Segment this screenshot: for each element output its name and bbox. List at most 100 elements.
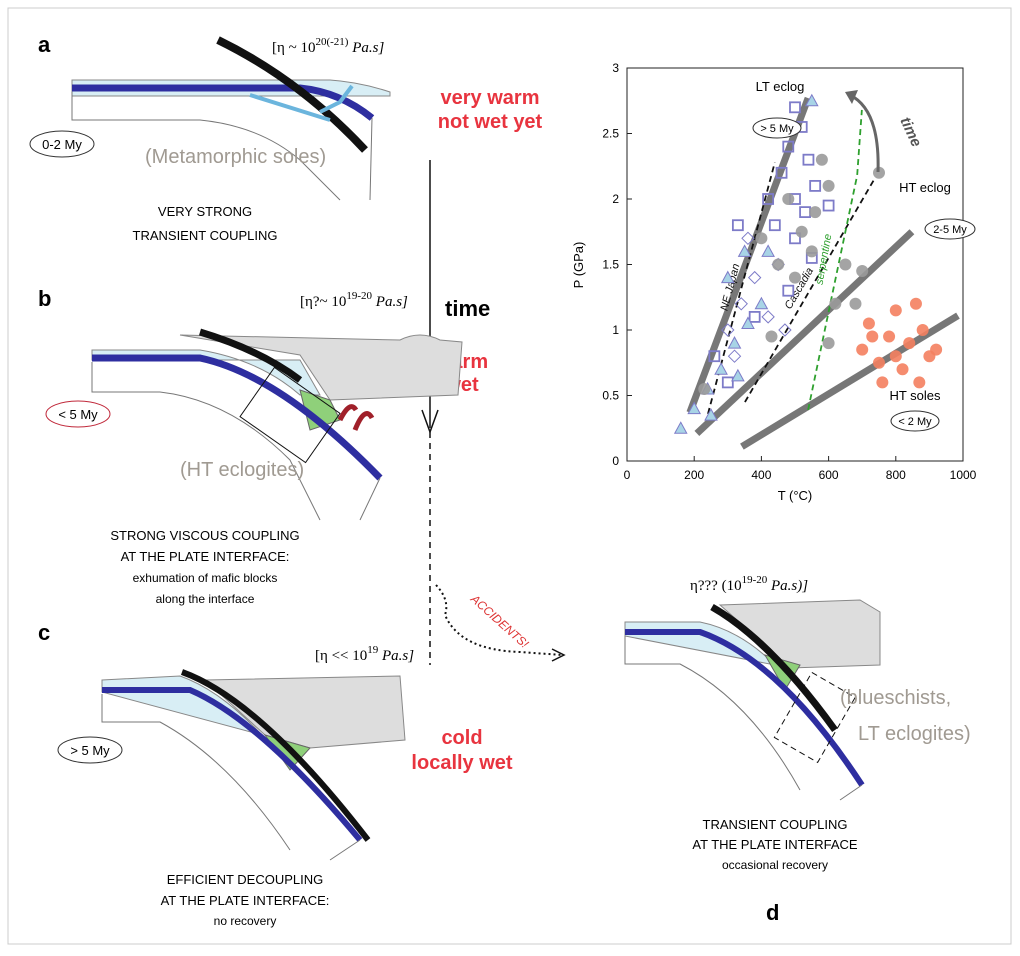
time-label: time <box>445 296 490 321</box>
viscosity: [η ~ 1020(-21) Pa.s] <box>272 36 384 56</box>
conditions: locally wet <box>411 752 512 774</box>
point <box>804 93 819 107</box>
visc-sup: 19 <box>367 644 379 656</box>
point <box>822 199 835 212</box>
point <box>741 231 755 246</box>
point <box>731 219 744 232</box>
y-tick-label: 0.5 <box>602 389 619 403</box>
point <box>731 368 745 382</box>
visc-unit: Pa.s] <box>372 294 408 310</box>
upper-plate <box>179 334 463 401</box>
age-badge <box>752 117 802 139</box>
conditions: cold <box>441 727 482 749</box>
point <box>698 382 711 395</box>
y-tick-label: 0 <box>612 454 619 468</box>
point <box>916 324 929 336</box>
visc-sup: 19-20 <box>346 290 372 302</box>
x-tick-label: 1000 <box>950 468 977 482</box>
caption: TRANSIENT COUPLING <box>703 817 848 832</box>
visc-sup: 20(-21) <box>315 36 348 48</box>
point <box>805 245 818 258</box>
panel-letter: a <box>38 32 51 57</box>
point <box>873 166 885 179</box>
caption: along the interface <box>156 592 255 606</box>
point <box>673 421 688 434</box>
annotation: > 5 My <box>760 123 794 135</box>
point <box>829 297 842 310</box>
point <box>721 323 735 337</box>
y-axis-title: P (GPa) <box>571 242 586 289</box>
point <box>747 270 762 285</box>
visc-unit: Pa.s] <box>348 40 384 56</box>
point <box>721 376 734 389</box>
point <box>789 101 801 114</box>
point <box>761 310 775 324</box>
caption: exhumation of mafic blocks <box>133 571 278 585</box>
age-label: > 5 My <box>70 743 110 758</box>
caption: STRONG VISCOUS COUPLING <box>110 528 299 543</box>
caption: EFFICIENT DECOUPLING <box>167 872 324 887</box>
point <box>765 330 778 343</box>
flow-arrows <box>249 84 354 122</box>
point <box>822 179 835 192</box>
age-label: < 5 My <box>58 407 98 422</box>
trend-line <box>744 177 876 403</box>
x-tick-label: 600 <box>819 468 839 482</box>
accidents-path <box>435 584 563 656</box>
oceanic-crust <box>92 354 383 481</box>
viscosity: [η?~ 1019-20 Pa.s] <box>300 290 408 310</box>
caption: TRANSIENT COUPLING <box>133 228 278 243</box>
x-tick-label: 0 <box>624 468 631 482</box>
visc-base: [η ~ 10 <box>272 40 315 56</box>
zoom-box <box>773 671 856 764</box>
caption: occasional recovery <box>722 858 828 872</box>
point <box>755 232 768 245</box>
annotation: < 2 My <box>898 416 932 428</box>
rock-label: (blueschists, <box>840 687 951 709</box>
point <box>772 258 785 271</box>
y-tick-label: 1 <box>612 323 619 337</box>
point <box>889 304 902 317</box>
frame <box>7 7 1012 945</box>
x-tick-label: 400 <box>751 468 771 482</box>
caption: AT THE PLATE INTERFACE <box>692 837 858 852</box>
point <box>782 140 795 153</box>
trend-line <box>807 109 863 411</box>
point <box>761 244 775 257</box>
trend-line <box>694 229 915 437</box>
point <box>789 232 801 245</box>
point <box>687 401 702 415</box>
point <box>862 317 875 330</box>
point <box>822 337 835 350</box>
viscosity: η??? (1019-20 Pa.s)] <box>690 574 808 594</box>
slab <box>624 636 863 801</box>
point <box>839 258 852 271</box>
accidents-arrowhead <box>551 648 566 662</box>
point <box>720 270 735 284</box>
visc-unit: Pa.s] <box>378 648 414 664</box>
visc-unit: Pa.s)] <box>767 578 808 594</box>
caption: AT THE PLATE INTERFACE: <box>161 893 330 908</box>
point <box>896 363 909 376</box>
point <box>704 408 718 421</box>
y-tick-label: 3 <box>612 61 619 75</box>
rock-label: LT eclogites) <box>858 723 971 745</box>
point <box>809 179 822 192</box>
slab <box>101 694 361 861</box>
panel-letter: c <box>38 620 50 645</box>
accidents-label: ACCIDENTS! <box>467 591 532 651</box>
upper-plate <box>203 675 406 749</box>
age-badge <box>890 410 940 432</box>
age-badge <box>45 400 111 428</box>
caption: VERY STRONG <box>158 204 252 219</box>
visc-base: η??? (10 <box>690 578 742 594</box>
visc-base: [η?~ 10 <box>300 294 346 310</box>
oceanic-crust <box>625 629 865 787</box>
point <box>737 244 752 257</box>
age-badge <box>29 130 95 158</box>
y-tick-label: 2 <box>612 192 619 206</box>
age-badge <box>57 736 123 764</box>
point <box>876 376 889 389</box>
